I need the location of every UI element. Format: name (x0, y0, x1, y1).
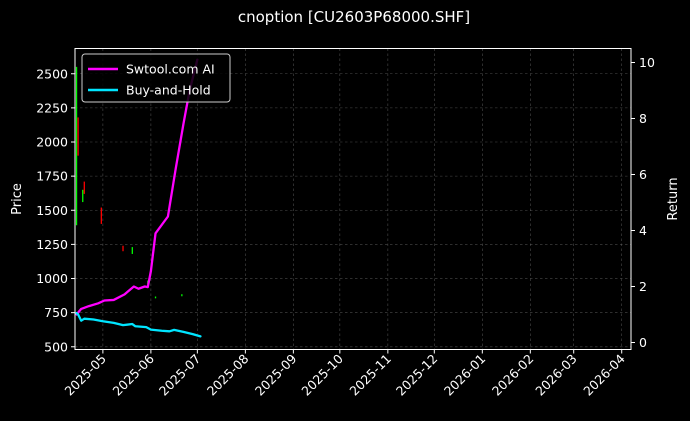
series-line-swtool-com-ai (75, 58, 199, 316)
left-tick-label-1750: 1750 (36, 169, 68, 184)
y-axis-label: Price (10, 183, 25, 215)
right-tick-label-10: 10 (639, 55, 655, 70)
right-y-axis: 0 2 4 6 8 10 (631, 55, 655, 350)
left-tick-label-2500: 2500 (36, 66, 68, 81)
chart-title: cnoption [CU2603P68000.SHF] (238, 8, 470, 26)
left-tick-label-750: 750 (44, 305, 68, 320)
legend-box (81, 53, 231, 103)
left-tick-label-2000: 2000 (36, 135, 68, 150)
legend-label-buy-and-hold: Buy-and-Hold (126, 83, 211, 98)
right-tick-label-4: 4 (639, 223, 647, 238)
left-tick-label-1500: 1500 (36, 203, 68, 218)
right-tick-label-0: 0 (639, 335, 647, 350)
series-line-buy-and-hold (75, 311, 202, 338)
left-tick-label-1250: 1250 (36, 237, 68, 252)
right-tick-label-8: 8 (639, 111, 647, 126)
y2-axis-label: Return (666, 177, 681, 220)
legend-label-swtool: Swtool.com AI (126, 62, 215, 77)
series-layer (75, 58, 202, 338)
left-tick-label-2250: 2250 (36, 100, 68, 115)
left-tick-label-500: 500 (44, 339, 68, 354)
plot-frame (74, 48, 632, 350)
left-y-axis: 500 750 1000 1250 1500 1750 2000 2250 2500 (36, 66, 75, 354)
left-tick-label-1000: 1000 (36, 271, 68, 286)
right-tick-label-2: 2 (639, 279, 647, 294)
right-tick-label-6: 6 (639, 167, 647, 182)
legend: Swtool.com AI Buy-and-Hold (81, 53, 231, 103)
